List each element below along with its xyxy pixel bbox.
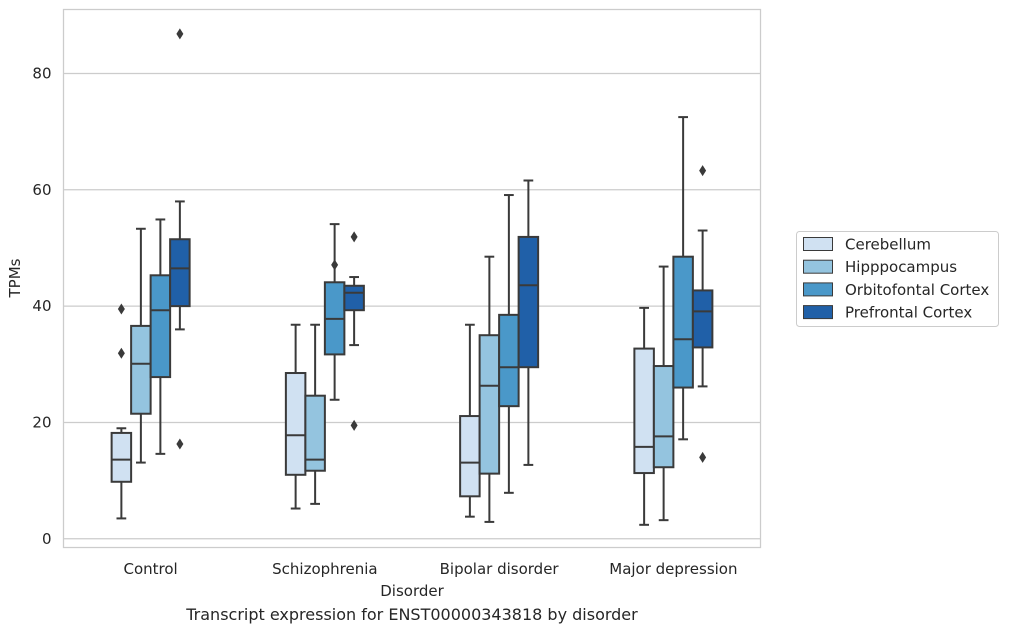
legend: Cerebellum Hipppocampus Orbitofontal Corte… [796, 231, 999, 327]
iqr-box [149, 274, 172, 379]
x-tick-label: Control [124, 560, 178, 578]
iqr-box [498, 313, 520, 408]
iqr-box [169, 238, 191, 308]
iqr-box [478, 334, 501, 475]
y-tick-label: 40 [32, 297, 51, 315]
box-orbitofontal-cortex [323, 223, 346, 401]
box-hipppocampus [130, 227, 152, 464]
legend-swatch [803, 305, 833, 320]
outlier-point [699, 451, 707, 463]
iqr-box [130, 324, 152, 415]
legend-swatch [803, 259, 833, 274]
x-tick-label: Schizophrenia [272, 560, 377, 578]
legend-label: Cerebellum [845, 236, 931, 254]
box-orbitofontal-cortex [149, 218, 172, 455]
box-hipppocampus [652, 265, 675, 522]
iqr-box [459, 415, 481, 498]
iqr-box [672, 255, 694, 389]
y-tick-label: 80 [32, 64, 51, 82]
legend-label: Hipppocampus [845, 258, 957, 276]
iqr-box [343, 284, 365, 312]
iqr-box [284, 372, 307, 476]
y-axis-ticks: 0 20 40 60 80 [32, 64, 51, 547]
iqr-box [691, 289, 714, 349]
iqr-box [304, 394, 326, 472]
box-cerebellum [110, 303, 133, 520]
outlier-point [699, 165, 707, 177]
outlier-point [176, 28, 184, 40]
y-tick-label: 20 [32, 413, 51, 431]
outlier-point [117, 303, 125, 315]
box-cerebellum [284, 323, 307, 510]
outlier-point [331, 259, 339, 271]
box-prefrontal-cortex [169, 28, 191, 450]
figure-caption: Transcript expression for ENST0000034381… [186, 605, 638, 624]
x-axis-ticks: Control Schizophrenia Bipolar disorder Majo… [124, 560, 738, 578]
outlier-point [350, 419, 358, 431]
outlier-point [117, 347, 125, 359]
box-prefrontal-cortex [343, 231, 365, 431]
legend-swatch [803, 237, 833, 251]
outlier-point [176, 438, 184, 450]
y-tick-label: 60 [32, 181, 51, 199]
box-prefrontal-cortex [517, 179, 540, 466]
y-axis-label: TPMs [6, 258, 24, 298]
box-series [110, 28, 714, 526]
legend-label: Prefrontal Cortex [845, 304, 972, 322]
x-axis-label: Disorder [380, 582, 444, 600]
iqr-box [517, 235, 540, 369]
iqr-box [652, 365, 675, 469]
legend-label: Orbitofontal Cortex [845, 281, 989, 299]
box-hipppocampus [304, 323, 326, 505]
x-tick-label: Bipolar disorder [440, 560, 560, 578]
legend-frame [796, 231, 999, 327]
outlier-point [350, 231, 358, 243]
iqr-box [633, 347, 655, 475]
box-prefrontal-cortex [691, 165, 714, 463]
y-tick-label: 0 [42, 530, 52, 548]
x-tick-label: Major depression [609, 560, 737, 578]
iqr-box [110, 431, 133, 483]
legend-swatch [803, 282, 833, 297]
